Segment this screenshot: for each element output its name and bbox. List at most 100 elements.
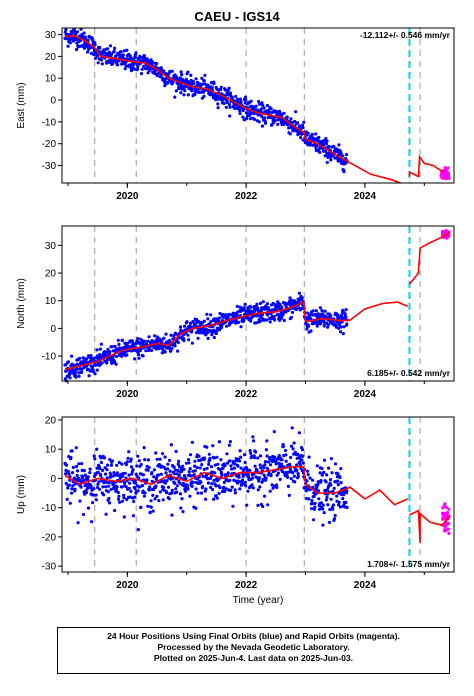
- north-final-point: [314, 309, 318, 313]
- up-final-point: [88, 471, 92, 475]
- north-rapid-point: [446, 235, 451, 239]
- up-final-point: [194, 487, 198, 491]
- up-final-point: [180, 497, 184, 501]
- up-final-point: [127, 486, 131, 491]
- east-final-point: [327, 144, 331, 149]
- north-final-point: [288, 296, 292, 300]
- east-final-point: [254, 104, 258, 108]
- up-final-point: [257, 476, 262, 480]
- up-final-point: [327, 520, 332, 525]
- north-final-point: [163, 350, 167, 354]
- up-final-point: [246, 473, 250, 477]
- north-final-point: [131, 348, 135, 353]
- north-final-point: [169, 333, 173, 337]
- east-final-point: [145, 57, 149, 61]
- east-final-point: [64, 28, 68, 32]
- up-final-point: [177, 465, 182, 469]
- up-final-point: [201, 474, 205, 478]
- up-final-point: [90, 520, 94, 524]
- up-final-point: [335, 494, 339, 498]
- east-final-point: [242, 118, 246, 122]
- up-final-point: [332, 517, 337, 521]
- north-final-point: [72, 363, 76, 367]
- up-final-point: [263, 494, 267, 498]
- north-final-point: [68, 370, 72, 374]
- north-final-point: [113, 345, 117, 349]
- up-final-point: [279, 462, 284, 466]
- east-final-point: [140, 67, 144, 71]
- up-final-point: [228, 459, 232, 463]
- north-final-point: [211, 325, 215, 329]
- north-final-point: [125, 353, 129, 357]
- up-final-point: [199, 491, 204, 495]
- east-final-point: [121, 53, 125, 57]
- north-final-point: [176, 340, 180, 345]
- up-final-point: [329, 497, 333, 501]
- up-final-point: [96, 482, 100, 486]
- up-final-point: [333, 513, 337, 518]
- east-final-point: [155, 74, 160, 78]
- north-final-point: [278, 318, 282, 322]
- up-final-point: [300, 469, 304, 473]
- up-final-point: [253, 450, 258, 454]
- up-final-point: [301, 454, 305, 458]
- up-final-point: [142, 446, 146, 450]
- east-final-point: [273, 119, 277, 123]
- up-final-point: [272, 430, 276, 434]
- up-final-point: [159, 472, 163, 476]
- up-final-point: [68, 501, 72, 505]
- up-final-point: [306, 469, 310, 473]
- up-final-point: [77, 462, 81, 466]
- up-final-point: [215, 455, 219, 459]
- up-final-point: [237, 459, 242, 463]
- up-final-point: [319, 501, 323, 505]
- north-final-point: [176, 349, 180, 353]
- east-final-point: [192, 82, 196, 86]
- up-final-point: [190, 440, 194, 444]
- east-final-point: [223, 88, 227, 92]
- up-final-point: [215, 496, 219, 500]
- east-ytick-label: -30: [42, 161, 57, 172]
- up-final-point: [317, 507, 322, 511]
- up-final-point: [236, 464, 240, 468]
- up-final-point: [248, 468, 252, 472]
- east-ytick-label: 30: [45, 30, 57, 41]
- up-final-point: [251, 476, 255, 480]
- north-final-point: [113, 360, 117, 364]
- north-final-point: [242, 318, 246, 323]
- up-final-point: [320, 473, 324, 477]
- up-final-point: [188, 453, 193, 457]
- east-final-point: [139, 72, 144, 76]
- up-final-point: [161, 498, 165, 502]
- east-final-point: [90, 37, 94, 41]
- east-final-point: [325, 160, 329, 165]
- north-final-point: [278, 303, 282, 307]
- up-final-point: [197, 454, 201, 458]
- up-final-point: [200, 463, 204, 467]
- north-final-point: [196, 336, 200, 340]
- north-final-point: [345, 322, 349, 326]
- up-final-point: [286, 484, 290, 488]
- east-final-point: [216, 102, 220, 106]
- up-final-point: [245, 503, 249, 507]
- up-final-point: [106, 463, 110, 467]
- up-final-point: [337, 500, 341, 504]
- east-model-line: [64, 34, 401, 184]
- up-final-point: [158, 457, 162, 461]
- up-final-point: [97, 487, 102, 491]
- up-final-point: [173, 481, 177, 485]
- north-final-point: [77, 371, 81, 375]
- east-final-point: [228, 105, 232, 109]
- up-final-point: [296, 452, 300, 456]
- up-final-point: [175, 472, 179, 476]
- up-final-point: [97, 480, 101, 484]
- east-final-point: [263, 116, 267, 120]
- up-final-point: [267, 460, 271, 464]
- up-final-point: [270, 483, 274, 487]
- up-final-point: [222, 485, 226, 489]
- north-final-point: [311, 313, 315, 317]
- east-final-point: [252, 117, 257, 121]
- up-final-point: [204, 487, 208, 491]
- up-final-point: [295, 468, 299, 472]
